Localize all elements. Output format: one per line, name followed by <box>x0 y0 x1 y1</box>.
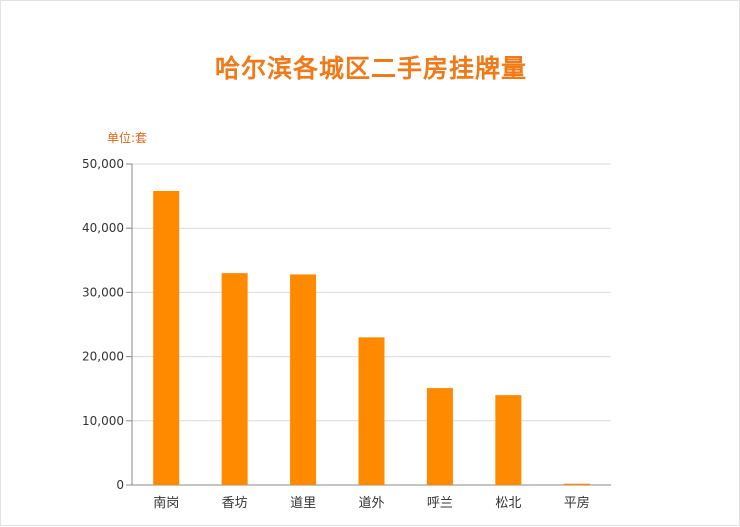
x-category-label: 道外 <box>358 496 384 511</box>
x-category-label: 香坊 <box>222 496 248 511</box>
y-tick-label: 10,000 <box>82 414 124 428</box>
chart-title: 哈尔滨各城区二手房挂牌量 <box>214 54 527 83</box>
unit-label: 单位:套 <box>107 131 148 145</box>
bar <box>153 190 180 486</box>
bar <box>221 273 248 485</box>
y-tick-label: 50,000 <box>82 157 124 171</box>
bar <box>426 388 453 485</box>
y-tick-label: 40,000 <box>82 221 124 235</box>
y-tick-label: 20,000 <box>82 350 124 364</box>
x-category-label: 呼兰 <box>427 496 453 511</box>
x-category-label: 道里 <box>290 496 316 511</box>
x-category-label: 平房 <box>564 495 590 511</box>
bar <box>495 395 522 485</box>
bar <box>290 274 317 485</box>
bar <box>563 483 590 485</box>
bar <box>358 337 385 485</box>
x-category-label: 南岗 <box>153 495 179 511</box>
y-tick-label: 30,000 <box>82 285 124 299</box>
x-category-label: 松北 <box>495 496 521 511</box>
y-tick-label: 0 <box>116 478 124 492</box>
